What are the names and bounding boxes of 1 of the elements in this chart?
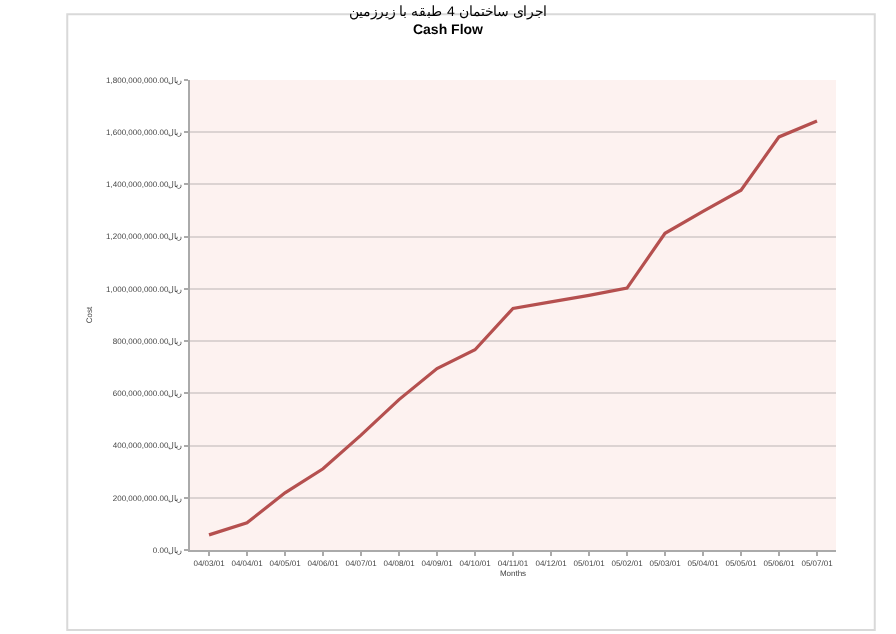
line-series <box>207 119 819 537</box>
